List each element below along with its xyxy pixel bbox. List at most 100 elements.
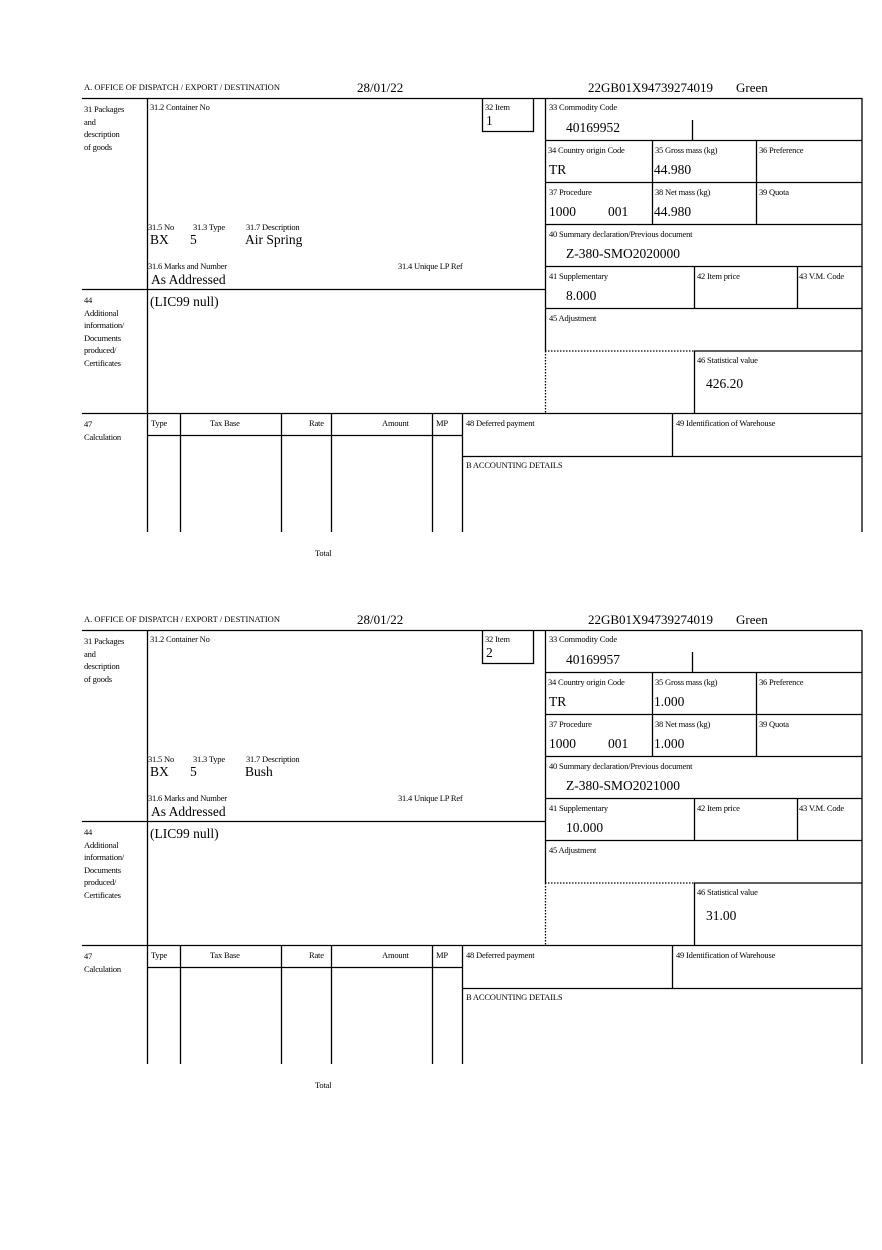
route-status: Green [736,80,768,95]
calc-type-header: Type [151,950,168,960]
deferred-payment-label: 48 Deferred payment [466,418,535,428]
no-label: 31.5 No [148,754,174,764]
marks-value: As Addressed [151,272,226,287]
vm-code-label: 43 V.M. Code [799,271,844,281]
country-origin-label: 34 Country origin Code [548,145,625,155]
item-price-label: 42 Item price [697,803,740,813]
calc-tax-base-header: Tax Base [210,418,240,428]
description-label: 31.7 Description [246,222,300,232]
summary-decl: Z-380-SMO2020000 [566,246,680,261]
calc-total-label: Total [315,1080,332,1090]
country-origin: TR [549,162,567,177]
box47-label: 47 Calculation [84,951,121,974]
deferred-payment-label: 48 Deferred payment [466,950,535,960]
gross-mass-label: 35 Gross mass (kg) [655,677,718,687]
accounting-details-label: B ACCOUNTING DETAILS [466,460,563,470]
summary-decl-label: 40 Summary declaration/Previous document [549,229,693,239]
supplementary-label: 41 Supplementary [549,271,608,281]
country-origin-label: 34 Country origin Code [548,677,625,687]
packages-type: 5 [190,232,197,247]
item-number: 1 [486,113,493,128]
summary-decl-label: 40 Summary declaration/Previous document [549,761,693,771]
statistical-label: 46 Statistical value [697,887,758,897]
goods-description: Air Spring [245,232,303,247]
additional-info: (LIC99 null) [150,294,219,309]
commodity-code: 40169957 [566,652,620,667]
country-origin: TR [549,694,567,709]
gross-mass: 1.000 [654,694,685,709]
form-grid-lines [82,97,863,532]
procedure-additional: 001 [608,736,629,751]
commodity-code: 40169952 [566,120,620,135]
item-label: 32 Item [485,634,510,644]
marks-label: 31.6 Marks and Number [148,261,227,271]
goods-description: Bush [245,764,273,779]
procedure-label: 37 Procedure [549,719,592,729]
item-label: 32 Item [485,102,510,112]
form-grid-lines [82,629,863,1064]
item-number: 2 [486,645,493,660]
container-no-label: 31.2 Container No [150,634,210,644]
marks-label: 31.6 Marks and Number [148,793,227,803]
procedure-code: 1000 [549,204,576,219]
calc-amount-header: Amount [382,418,409,428]
warehouse-label: 49 Identification of Warehouse [676,950,776,960]
net-mass-label: 38 Net mass (kg) [655,187,711,197]
calc-mp-header: MP [436,950,448,960]
calc-rate-header: Rate [309,418,324,428]
calc-type-header: Type [151,418,168,428]
box31-label: 31 Packages and description of goods [84,104,125,152]
statistical-label: 46 Statistical value [697,355,758,365]
procedure-additional: 001 [608,204,629,219]
declaration-date: 28/01/22 [357,80,404,95]
statistical-value: 426.20 [706,376,744,391]
preference-label: 36 Preference [759,677,804,687]
supplementary-units: 8.000 [566,288,597,303]
calc-amount-header: Amount [382,950,409,960]
warehouse-label: 49 Identification of Warehouse [676,418,776,428]
no-label: 31.5 No [148,222,174,232]
statistical-value: 31.00 [706,908,737,923]
item-price-label: 42 Item price [697,271,740,281]
summary-decl: Z-380-SMO2021000 [566,778,680,793]
supplementary-units: 10.000 [566,820,604,835]
box44-label: 44 Additional information/ Documents pro… [84,295,125,368]
unique-lp-label: 31.4 Unique LP Ref [398,793,463,803]
gross-mass: 44.980 [654,162,692,177]
adjustment-label: 45 Adjustment [549,845,597,855]
accounting-details-label: B ACCOUNTING DETAILS [466,992,563,1002]
calc-tax-base-header: Tax Base [210,950,240,960]
additional-info: (LIC99 null) [150,826,219,841]
quota-label: 39 Quota [759,719,789,729]
net-mass: 44.980 [654,204,692,219]
preference-label: 36 Preference [759,145,804,155]
declaration-item-form: A. OFFICE OF DISPATCH / EXPORT / DESTINA… [0,532,882,1089]
mrn-number: 22GB01X94739274019 [588,612,713,627]
vm-code-label: 43 V.M. Code [799,803,844,813]
marks-value: As Addressed [151,804,226,819]
type-label: 31.3 Type [193,754,225,764]
packages-no: BX [150,764,169,779]
type-label: 31.3 Type [193,222,225,232]
unique-lp-label: 31.4 Unique LP Ref [398,261,463,271]
calc-total-label: Total [315,548,332,558]
office-heading: A. OFFICE OF DISPATCH / EXPORT / DESTINA… [84,82,280,92]
adjustment-label: 45 Adjustment [549,313,597,323]
description-label: 31.7 Description [246,754,300,764]
declaration-item-form: A. OFFICE OF DISPATCH / EXPORT / DESTINA… [0,0,882,557]
box31-label: 31 Packages and description of goods [84,636,125,684]
declaration-date: 28/01/22 [357,612,404,627]
route-status: Green [736,612,768,627]
quota-label: 39 Quota [759,187,789,197]
commodity-label: 33 Commodity Code [549,102,617,112]
calc-mp-header: MP [436,418,448,428]
gross-mass-label: 35 Gross mass (kg) [655,145,718,155]
calc-rate-header: Rate [309,950,324,960]
container-no-label: 31.2 Container No [150,102,210,112]
procedure-code: 1000 [549,736,576,751]
packages-no: BX [150,232,169,247]
commodity-label: 33 Commodity Code [549,634,617,644]
mrn-number: 22GB01X94739274019 [588,80,713,95]
packages-type: 5 [190,764,197,779]
office-heading: A. OFFICE OF DISPATCH / EXPORT / DESTINA… [84,614,280,624]
